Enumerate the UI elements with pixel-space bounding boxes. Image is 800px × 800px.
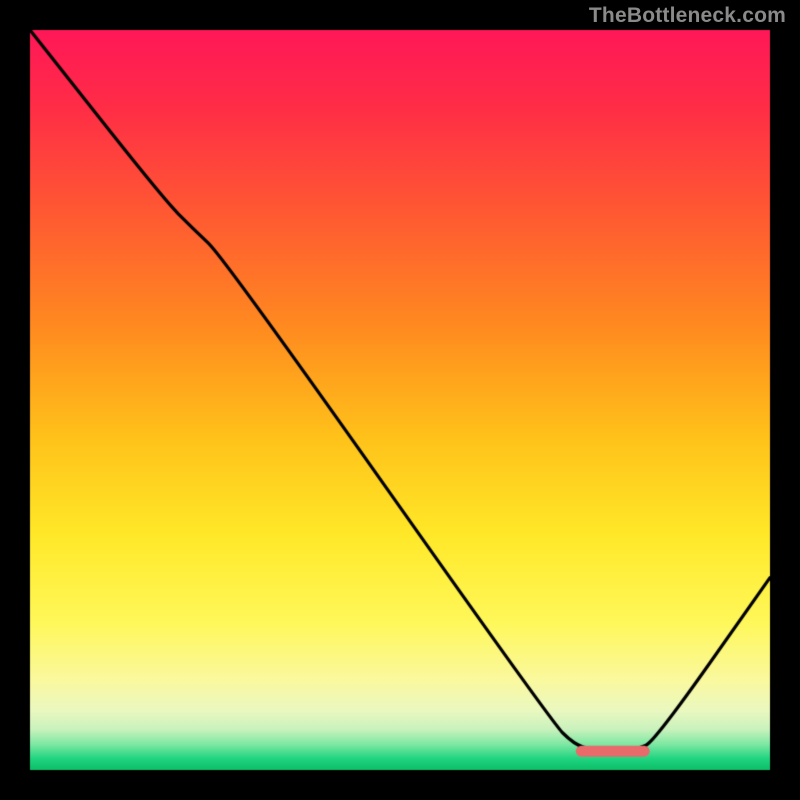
watermark-text: TheBottleneck.com [589,4,786,28]
chart-canvas [0,0,800,800]
chart-container: TheBottleneck.com [0,0,800,800]
